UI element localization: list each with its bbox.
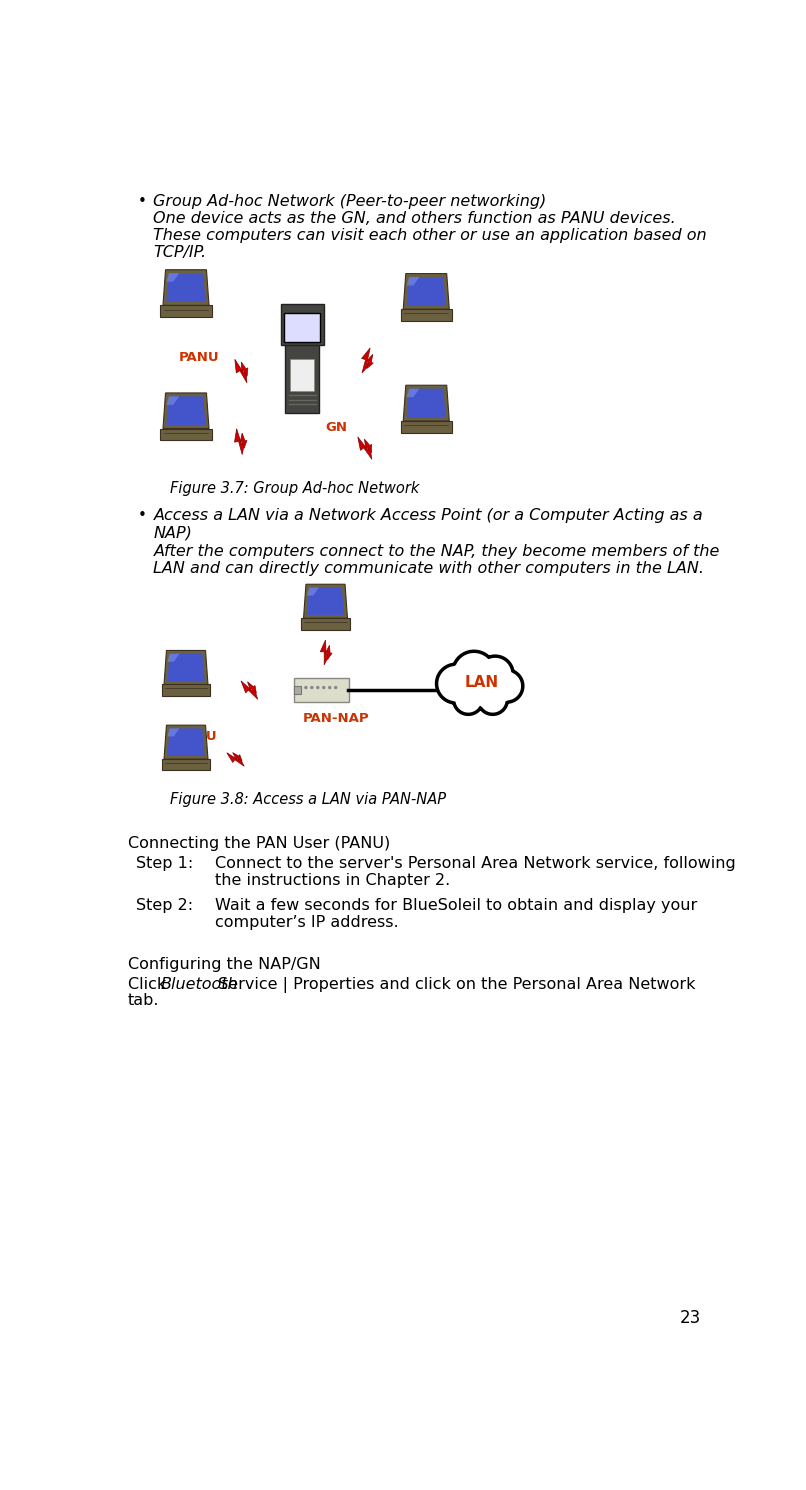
Polygon shape bbox=[437, 651, 523, 714]
Text: Step 2:: Step 2: bbox=[135, 898, 193, 913]
Text: Group Ad-hoc Network (Peer-to-peer networking): Group Ad-hoc Network (Peer-to-peer netwo… bbox=[153, 194, 546, 209]
Text: Connecting the PAN User (PANU): Connecting the PAN User (PANU) bbox=[128, 836, 390, 851]
Polygon shape bbox=[304, 584, 347, 618]
Circle shape bbox=[310, 685, 314, 690]
Text: Service | Properties and click on the Personal Area Network: Service | Properties and click on the Pe… bbox=[214, 976, 696, 992]
Text: One device acts as the GN, and others function as PANU devices.: One device acts as the GN, and others fu… bbox=[153, 212, 676, 226]
Text: PANU: PANU bbox=[178, 352, 219, 364]
FancyBboxPatch shape bbox=[161, 684, 210, 696]
Text: Configuring the NAP/GN: Configuring the NAP/GN bbox=[128, 957, 321, 971]
Text: GN: GN bbox=[326, 422, 347, 435]
Polygon shape bbox=[362, 347, 370, 372]
Polygon shape bbox=[235, 359, 247, 383]
Text: LAN and can directly communicate with other computers in the LAN.: LAN and can directly communicate with ot… bbox=[153, 560, 704, 575]
Polygon shape bbox=[226, 752, 244, 766]
Text: Access a LAN via a Network Access Point (or a Computer Acting as a: Access a LAN via a Network Access Point … bbox=[153, 508, 703, 523]
Text: the instructions in Chapter 2.: the instructions in Chapter 2. bbox=[215, 873, 451, 888]
Polygon shape bbox=[240, 434, 247, 448]
Polygon shape bbox=[235, 429, 245, 454]
Text: •: • bbox=[138, 194, 147, 209]
Polygon shape bbox=[163, 270, 209, 305]
Polygon shape bbox=[320, 641, 330, 665]
Circle shape bbox=[328, 685, 331, 690]
Polygon shape bbox=[168, 729, 180, 736]
Text: Connect to the server's Personal Area Network service, following: Connect to the server's Personal Area Ne… bbox=[215, 857, 736, 872]
Polygon shape bbox=[166, 273, 206, 302]
Polygon shape bbox=[241, 362, 247, 377]
Polygon shape bbox=[358, 437, 372, 459]
Polygon shape bbox=[241, 681, 258, 699]
Polygon shape bbox=[168, 654, 180, 662]
Polygon shape bbox=[364, 440, 372, 453]
Text: Bluetooth: Bluetooth bbox=[161, 976, 239, 991]
Polygon shape bbox=[247, 682, 256, 693]
FancyBboxPatch shape bbox=[281, 304, 323, 344]
FancyBboxPatch shape bbox=[294, 685, 301, 694]
Circle shape bbox=[304, 685, 308, 690]
Circle shape bbox=[316, 685, 319, 690]
Text: After the computers connect to the NAP, they become members of the: After the computers connect to the NAP, … bbox=[153, 544, 720, 559]
Polygon shape bbox=[407, 389, 446, 417]
Polygon shape bbox=[407, 277, 419, 286]
Text: PAN-NAP: PAN-NAP bbox=[303, 712, 370, 724]
Text: Figure 3.8: Access a LAN via PAN-NAP: Figure 3.8: Access a LAN via PAN-NAP bbox=[171, 791, 447, 806]
FancyBboxPatch shape bbox=[285, 313, 320, 341]
Polygon shape bbox=[163, 393, 209, 429]
FancyBboxPatch shape bbox=[160, 429, 211, 441]
Text: Step 1:: Step 1: bbox=[135, 857, 193, 872]
Polygon shape bbox=[233, 752, 242, 761]
FancyBboxPatch shape bbox=[294, 678, 349, 702]
Circle shape bbox=[322, 685, 326, 690]
Polygon shape bbox=[166, 396, 179, 405]
Text: tab.: tab. bbox=[128, 994, 160, 1009]
Text: Click: Click bbox=[128, 976, 171, 991]
Polygon shape bbox=[164, 726, 208, 758]
Text: PANU: PANU bbox=[177, 730, 218, 744]
FancyBboxPatch shape bbox=[401, 420, 452, 432]
Polygon shape bbox=[407, 389, 419, 398]
Text: computer’s IP address.: computer’s IP address. bbox=[215, 915, 399, 930]
FancyBboxPatch shape bbox=[290, 359, 314, 390]
Polygon shape bbox=[164, 651, 208, 684]
Text: Wait a few seconds for BlueSoleil to obtain and display your: Wait a few seconds for BlueSoleil to obt… bbox=[215, 898, 698, 913]
FancyBboxPatch shape bbox=[160, 305, 211, 317]
Polygon shape bbox=[307, 587, 344, 615]
Polygon shape bbox=[326, 645, 332, 660]
Polygon shape bbox=[407, 277, 446, 305]
Text: NAP): NAP) bbox=[153, 526, 193, 541]
Polygon shape bbox=[166, 396, 206, 425]
Text: Figure 3.7: Group Ad-hoc Network: Figure 3.7: Group Ad-hoc Network bbox=[171, 481, 420, 496]
Text: •: • bbox=[138, 508, 147, 523]
Text: 23: 23 bbox=[680, 1310, 701, 1328]
Text: These computers can visit each other or use an application based on: These computers can visit each other or … bbox=[153, 228, 707, 243]
Polygon shape bbox=[403, 274, 449, 308]
Polygon shape bbox=[403, 386, 449, 420]
Polygon shape bbox=[166, 273, 179, 282]
Text: LAN: LAN bbox=[465, 675, 499, 690]
FancyBboxPatch shape bbox=[161, 758, 210, 770]
FancyBboxPatch shape bbox=[285, 341, 319, 413]
Polygon shape bbox=[367, 355, 373, 368]
FancyBboxPatch shape bbox=[401, 308, 452, 320]
Polygon shape bbox=[168, 654, 205, 681]
Polygon shape bbox=[307, 587, 319, 596]
Polygon shape bbox=[168, 729, 205, 755]
Circle shape bbox=[334, 685, 338, 690]
Text: TCP/IP.: TCP/IP. bbox=[153, 244, 206, 261]
FancyBboxPatch shape bbox=[301, 618, 350, 629]
